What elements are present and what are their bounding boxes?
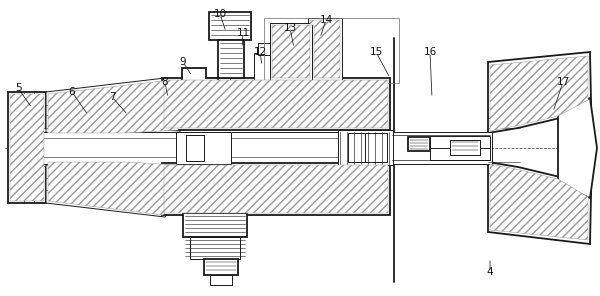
- Polygon shape: [308, 18, 342, 80]
- Polygon shape: [46, 160, 180, 217]
- Polygon shape: [46, 78, 180, 135]
- Bar: [162, 98, 180, 122]
- Polygon shape: [490, 164, 588, 240]
- Text: 14: 14: [319, 15, 332, 25]
- Polygon shape: [272, 25, 310, 78]
- Text: 15: 15: [370, 47, 383, 57]
- Bar: [254, 53, 282, 100]
- Bar: [209, 12, 251, 40]
- Text: 6: 6: [68, 87, 76, 97]
- Bar: [162, 163, 390, 215]
- Bar: [190, 237, 240, 259]
- Text: 16: 16: [424, 47, 437, 57]
- Bar: [258, 43, 278, 55]
- Text: 11: 11: [236, 28, 250, 38]
- Bar: [14, 143, 490, 151]
- Text: 8: 8: [161, 77, 169, 87]
- Bar: [348, 133, 366, 162]
- Bar: [392, 132, 492, 164]
- Bar: [408, 137, 430, 151]
- Bar: [162, 78, 390, 130]
- Text: 13: 13: [283, 23, 296, 33]
- Bar: [338, 130, 393, 165]
- Text: 5: 5: [14, 83, 22, 93]
- Polygon shape: [48, 81, 178, 133]
- Polygon shape: [164, 165, 388, 213]
- Bar: [218, 40, 244, 78]
- Bar: [30, 132, 392, 164]
- Bar: [176, 132, 231, 164]
- Polygon shape: [164, 80, 388, 128]
- Polygon shape: [8, 92, 46, 203]
- Polygon shape: [48, 162, 178, 215]
- Polygon shape: [14, 132, 38, 163]
- Bar: [430, 148, 490, 160]
- Text: 4: 4: [487, 267, 493, 277]
- Polygon shape: [182, 68, 218, 98]
- Bar: [450, 140, 480, 155]
- Polygon shape: [310, 20, 340, 78]
- Polygon shape: [488, 148, 592, 244]
- Text: 9: 9: [179, 57, 187, 67]
- Bar: [264, 18, 399, 83]
- Polygon shape: [490, 56, 588, 131]
- Text: 10: 10: [214, 9, 227, 19]
- Polygon shape: [10, 94, 44, 201]
- Text: 7: 7: [109, 92, 115, 102]
- Bar: [430, 136, 490, 148]
- Polygon shape: [270, 23, 312, 80]
- Bar: [365, 133, 387, 162]
- Polygon shape: [488, 52, 592, 148]
- Bar: [210, 275, 232, 285]
- Bar: [14, 128, 46, 166]
- Text: 17: 17: [556, 77, 569, 87]
- Bar: [14, 138, 490, 146]
- Bar: [183, 213, 247, 237]
- Bar: [186, 135, 204, 161]
- Text: 12: 12: [253, 47, 266, 57]
- Bar: [204, 259, 238, 275]
- Polygon shape: [558, 98, 597, 198]
